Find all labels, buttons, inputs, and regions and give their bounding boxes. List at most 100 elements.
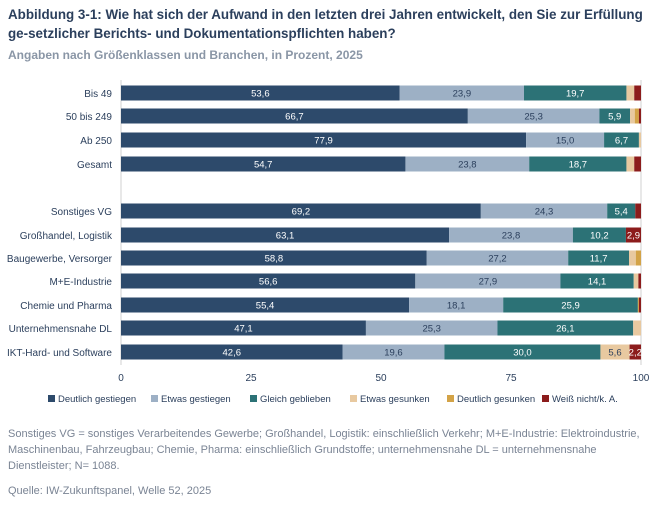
data-label: 63,1 — [276, 231, 295, 242]
bar-segment — [629, 344, 641, 360]
bar-segment — [399, 85, 524, 101]
legend-swatch — [542, 395, 549, 402]
data-label: 55,4 — [256, 301, 275, 312]
data-label: 53,6 — [251, 89, 270, 100]
x-tick-label: 100 — [633, 373, 650, 384]
data-label: 77,9 — [314, 136, 333, 147]
bar-segment — [607, 203, 636, 219]
bar-segment — [630, 108, 635, 124]
data-label: 25,3 — [422, 324, 441, 335]
category-label: Unternehmensnahe DL — [9, 324, 113, 335]
data-label: 2,9 — [627, 231, 640, 242]
data-label: 5,4 — [615, 207, 628, 218]
bar-segment — [467, 108, 600, 124]
data-label: 5,9 — [608, 112, 621, 123]
bar-segment — [626, 156, 635, 172]
x-tick-label: 75 — [505, 373, 517, 384]
data-label: 10,2 — [590, 231, 609, 242]
bar-segment — [635, 203, 641, 219]
legend-label: Etwas gesunken — [360, 394, 430, 405]
category-label: 50 bis 249 — [66, 112, 113, 123]
bar-segment — [637, 297, 639, 313]
bar-segment — [449, 227, 573, 243]
data-label: 15,0 — [556, 136, 575, 147]
bar-segment — [121, 85, 400, 101]
legend-swatch — [350, 395, 357, 402]
footnote: Sonstiges VG = sonstiges Verarbeitendes … — [8, 428, 640, 472]
legend-label: Etwas gestiegen — [161, 394, 231, 405]
data-label: 27,2 — [488, 254, 507, 265]
bar-segment — [638, 132, 641, 148]
data-label: 23,8 — [458, 160, 477, 171]
bar-segment — [568, 250, 630, 266]
bar-segment — [405, 156, 530, 172]
bar-segment — [121, 227, 450, 243]
data-label: 69,2 — [292, 207, 311, 218]
bar-segment — [633, 273, 639, 289]
chart-subtitle: Angaben nach Größenklassen und Branchen,… — [8, 48, 363, 62]
data-label: 66,7 — [285, 112, 304, 123]
source: Quelle: IW-Zukunftspanel, Welle 52, 2025 — [8, 485, 212, 497]
legend-swatch — [250, 395, 257, 402]
data-label: 24,3 — [535, 207, 554, 218]
bar-segment — [638, 297, 641, 313]
data-label: 11,7 — [590, 254, 608, 265]
bar-segment — [497, 320, 634, 336]
category-label: Bis 49 — [84, 89, 112, 100]
data-label: 23,8 — [502, 231, 521, 242]
data-label: 47,1 — [234, 324, 253, 335]
bar-segment — [121, 132, 527, 148]
category-label: Gesamt — [77, 160, 112, 171]
data-label: 42,6 — [223, 348, 242, 359]
data-label: 18,1 — [447, 301, 466, 312]
stacked-bar-chart: Bis 49 53,6 23,9 19,7 50 bis 249 66,7 25,3 5,9 A… — [7, 80, 650, 405]
data-label: 54,7 — [254, 160, 273, 171]
bar-segment — [121, 344, 343, 360]
data-label: 27,9 — [479, 277, 498, 288]
category-label: Baugewerbe, Versorger — [7, 254, 113, 265]
legend-swatch — [151, 395, 158, 402]
category-label: Ab 250 — [80, 136, 112, 147]
x-tick-label: 25 — [245, 373, 257, 384]
legend-swatch — [447, 395, 454, 402]
bar-segment — [604, 132, 639, 148]
bar-segment — [121, 320, 366, 336]
data-label: 19,6 — [384, 348, 403, 359]
data-label: 25,9 — [561, 301, 580, 312]
data-label: 25,3 — [524, 112, 543, 123]
bar-segment — [365, 320, 498, 336]
bar-segment — [121, 297, 410, 313]
chart-title: Abbildung 3-1: Wie hat sich der Aufwand … — [8, 7, 643, 41]
legend-label: Deutlich gestiegen — [58, 394, 136, 405]
bar-segment — [634, 108, 639, 124]
bar-segment — [572, 227, 626, 243]
bar-segment — [121, 273, 416, 289]
data-label: 18,7 — [569, 160, 588, 171]
bar-segment — [600, 344, 630, 360]
category-label: IKT-Hard- und Software — [7, 348, 112, 359]
bar-segment — [121, 203, 481, 219]
data-label: 26,1 — [556, 324, 575, 335]
bar-segment — [526, 132, 605, 148]
bar-segment — [625, 227, 641, 243]
data-label: 19,7 — [566, 89, 585, 100]
bar-segment — [638, 273, 641, 289]
bar-segment — [599, 108, 631, 124]
category-label: Chemie und Pharma — [20, 301, 112, 312]
bar-segment — [633, 320, 641, 336]
bar-segment — [415, 273, 561, 289]
bar-segment — [480, 203, 608, 219]
bar-segment — [409, 297, 504, 313]
data-label: 23,9 — [453, 89, 472, 100]
legend-label: Gleich geblieben — [260, 394, 331, 405]
data-label: 58,8 — [265, 254, 284, 265]
data-label: 56,6 — [259, 277, 278, 288]
legend-label: Weiß nicht/k. A. — [552, 394, 618, 405]
category-label: Großhandel, Logistik — [20, 231, 113, 242]
bar-segment — [426, 250, 569, 266]
data-label: 14,1 — [588, 277, 607, 288]
category-label: M+E-Industrie — [49, 277, 112, 288]
bar-segment — [342, 344, 445, 360]
bar-segment — [529, 156, 627, 172]
data-label: 30,0 — [513, 348, 532, 359]
